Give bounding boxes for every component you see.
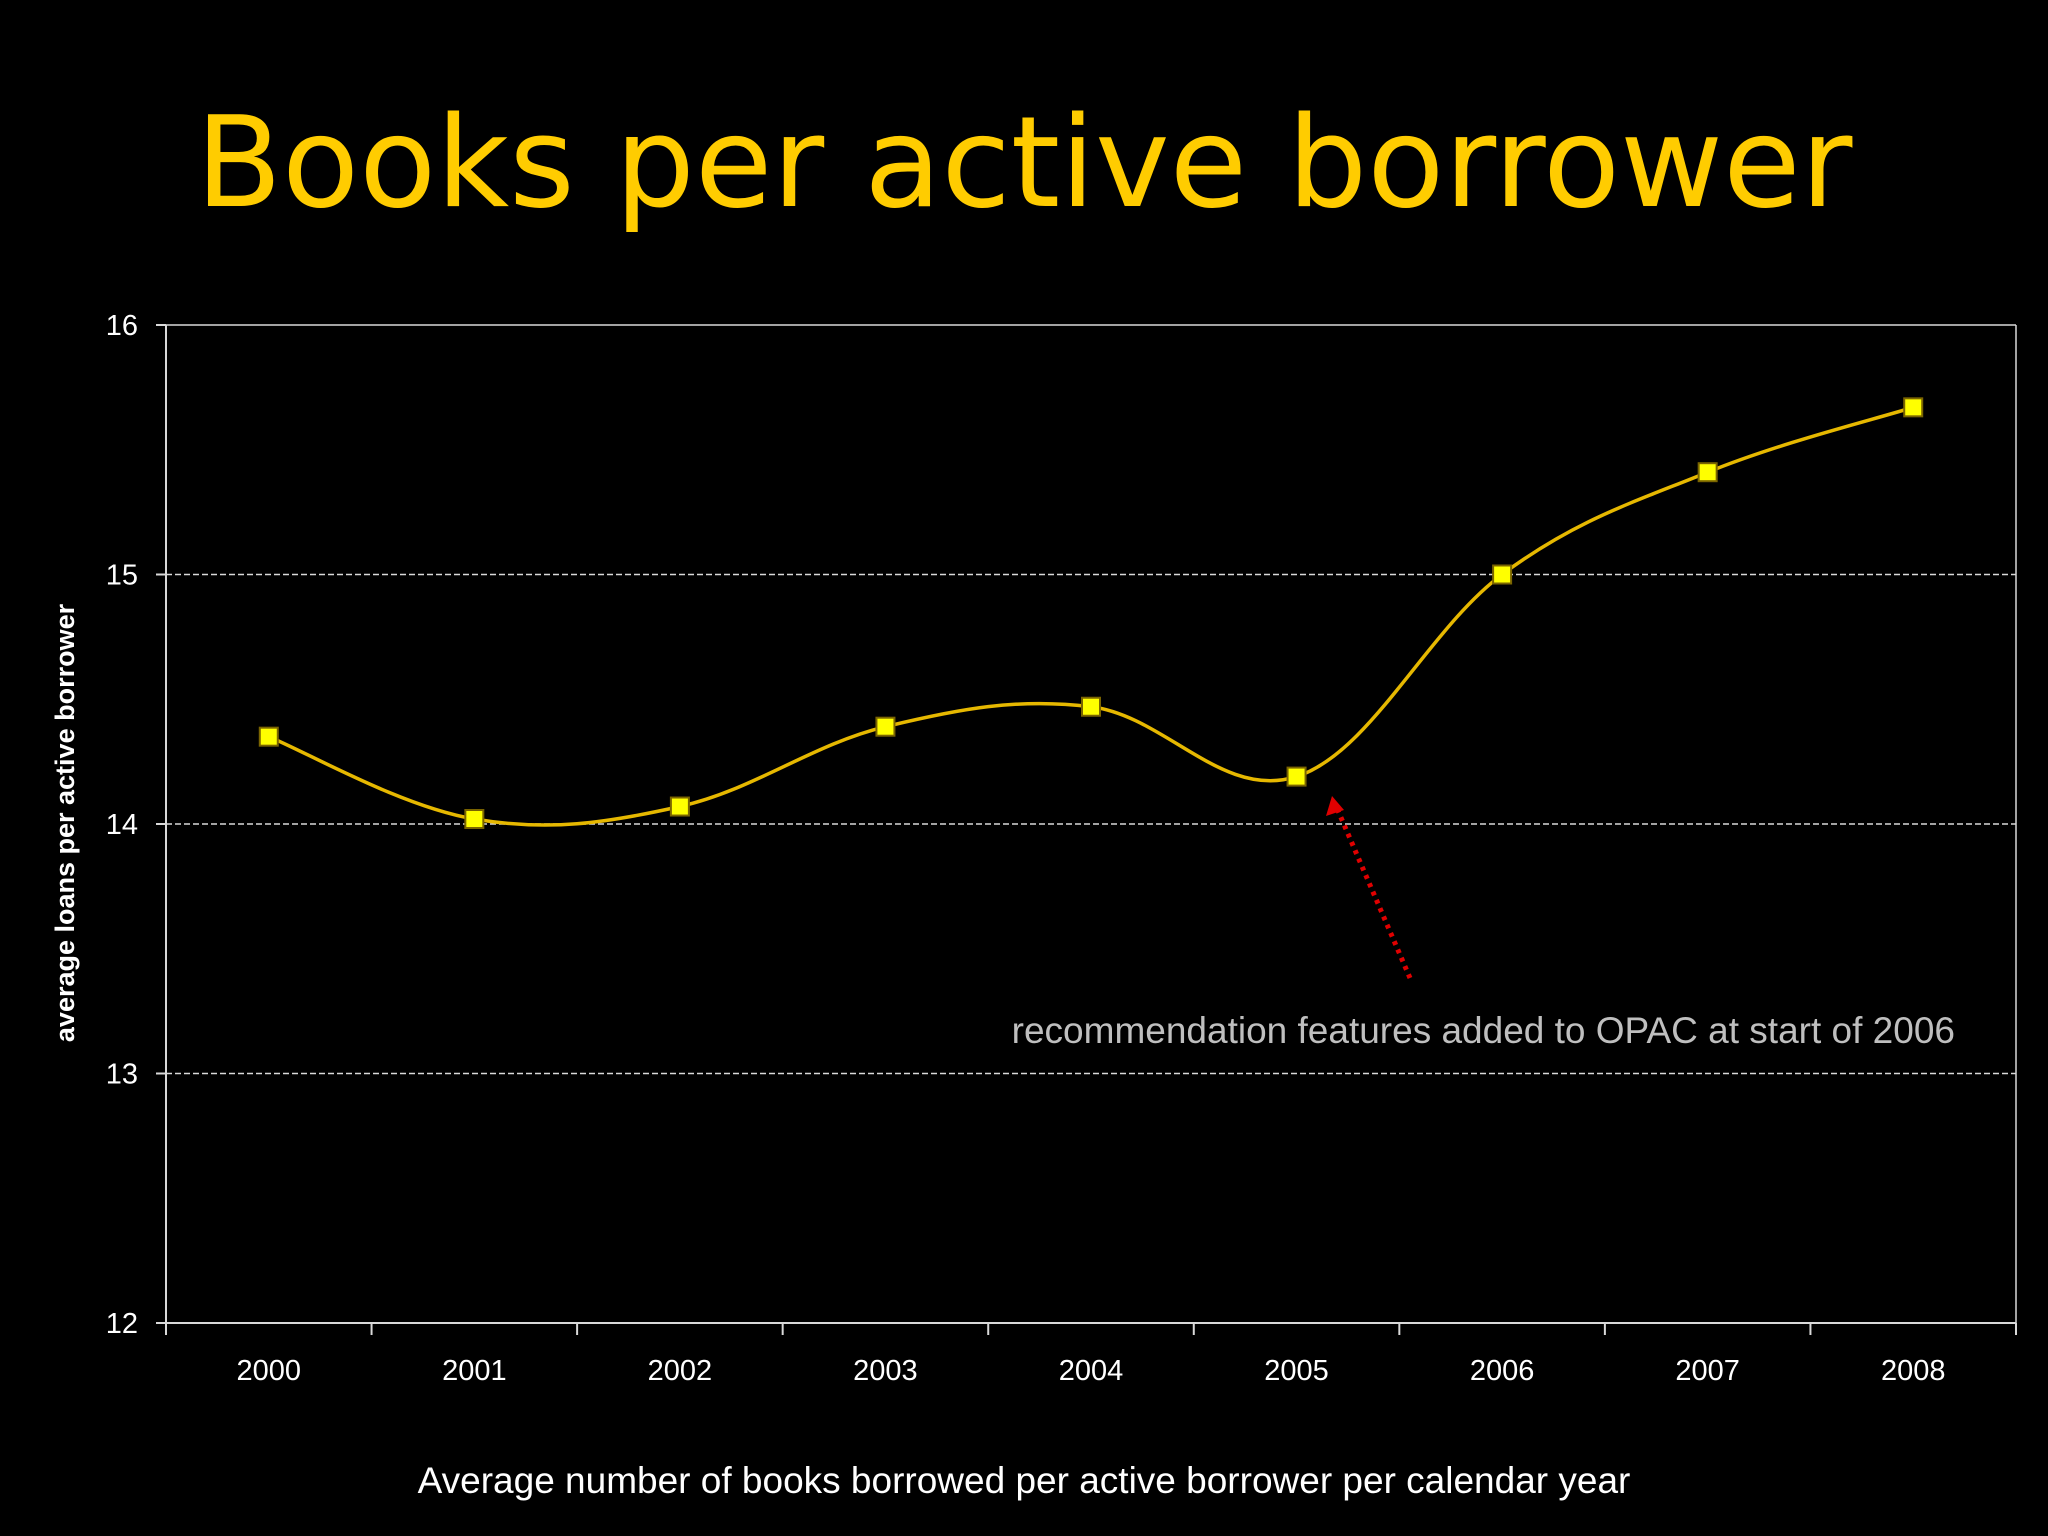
x-tick-label: 2001 [442, 1355, 507, 1387]
y-axis-title: average loans per active borrower [50, 603, 80, 1042]
x-tick-label: 2006 [1470, 1355, 1535, 1387]
annotation-arrow [1333, 805, 1413, 979]
x-tick-label: 2003 [853, 1355, 918, 1387]
data-point-marker [1903, 397, 1924, 418]
annotation: recommendation features added to OPAC at… [1012, 796, 1955, 1051]
slide-caption: Average number of books borrowed per act… [417, 1460, 1631, 1501]
data-point-marker [1492, 564, 1513, 585]
x-tick-label: 2007 [1675, 1355, 1740, 1387]
tick-labels: 12 13 14 15 16 2000 2001 2002 2003 2004 2005 2006 20… [106, 310, 1946, 1387]
slide-title: Books per active borrower [195, 89, 1853, 236]
data-point-marker [464, 809, 485, 830]
x-tick-label: 2005 [1264, 1355, 1329, 1387]
data-point-marker [875, 716, 896, 737]
x-tick-label: 2000 [237, 1355, 302, 1387]
series-markers [258, 397, 1924, 830]
y-tick-label: 15 [106, 560, 138, 592]
series-line [268, 405, 1914, 827]
series-line-group [268, 405, 1914, 827]
data-point-marker [669, 796, 690, 817]
y-tick-label: 14 [106, 809, 138, 841]
data-point-marker [258, 726, 279, 747]
x-tick-label: 2002 [648, 1355, 713, 1387]
y-tick-label: 16 [106, 310, 138, 342]
annotation-text: recommendation features added to OPAC at… [1012, 1010, 1955, 1051]
data-point-marker [1081, 696, 1101, 717]
y-tick-label: 13 [106, 1059, 138, 1091]
data-point-marker [1697, 462, 1718, 483]
data-point-marker [1286, 766, 1307, 787]
axes [156, 324, 2017, 1335]
annotation-arrowhead [1326, 796, 1344, 816]
y-tick-label: 12 [106, 1308, 138, 1340]
x-tick-label: 2004 [1059, 1355, 1124, 1387]
x-tick-label: 2008 [1881, 1355, 1946, 1387]
